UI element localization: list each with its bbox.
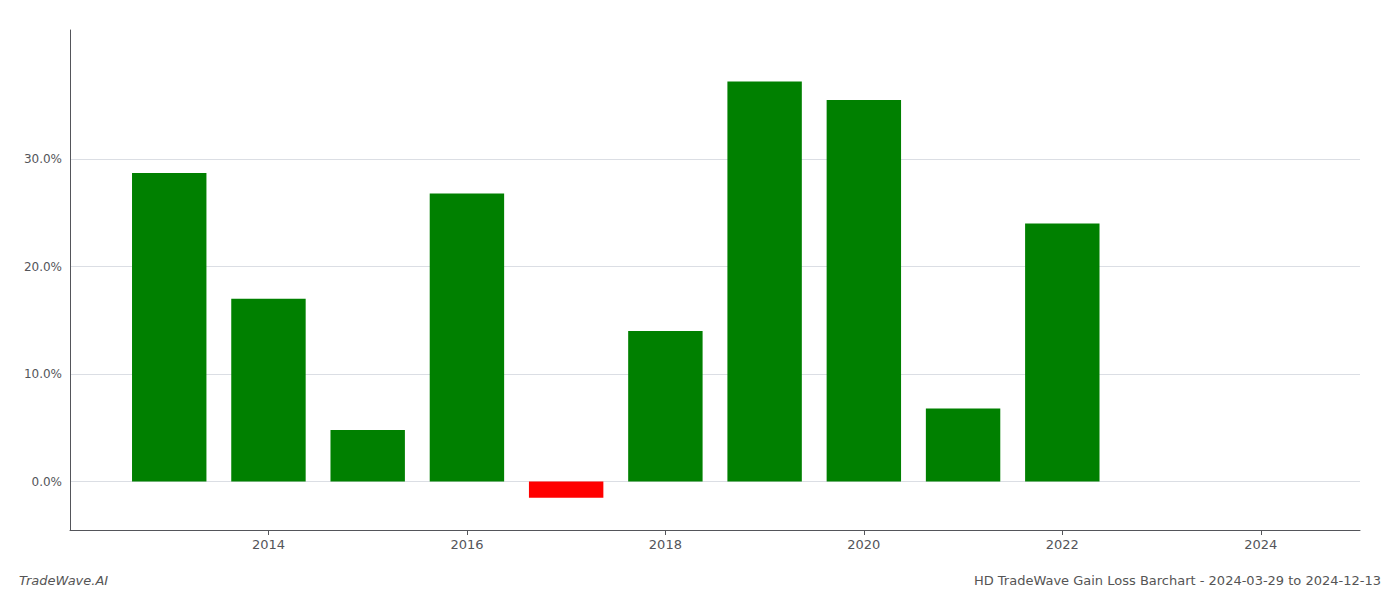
svg-text:2016: 2016 [450, 537, 483, 552]
svg-text:2018: 2018 [649, 537, 682, 552]
svg-text:0.0%: 0.0% [32, 475, 63, 489]
svg-text:10.0%: 10.0% [24, 367, 62, 381]
svg-text:2020: 2020 [847, 537, 880, 552]
svg-text:2024: 2024 [1244, 537, 1277, 552]
svg-text:HD TradeWave Gain Loss Barchar: HD TradeWave Gain Loss Barchart - 2024-0… [974, 573, 1381, 588]
svg-text:2014: 2014 [252, 537, 285, 552]
svg-text:2022: 2022 [1046, 537, 1079, 552]
svg-text:30.0%: 30.0% [24, 152, 62, 166]
svg-text:20.0%: 20.0% [24, 260, 62, 274]
svg-text:TradeWave.AI: TradeWave.AI [19, 573, 108, 588]
